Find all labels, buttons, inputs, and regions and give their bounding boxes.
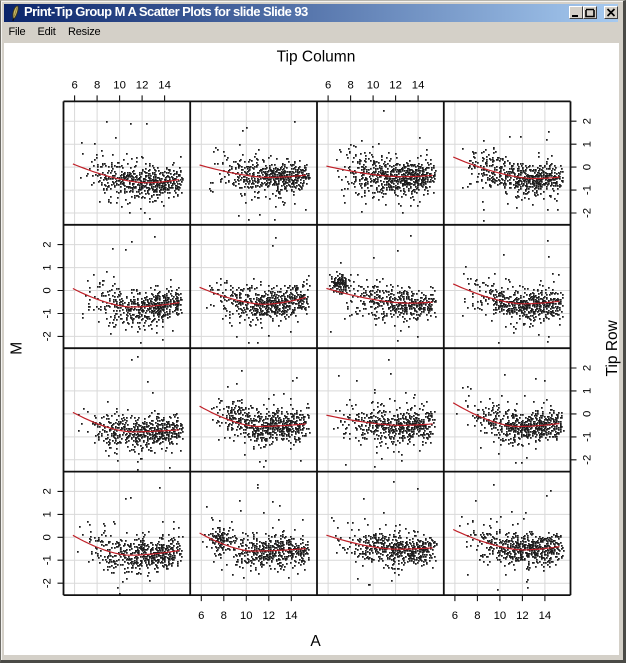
svg-text:6: 6	[71, 80, 77, 92]
svg-text:-1: -1	[582, 432, 594, 442]
svg-text:-1: -1	[42, 308, 54, 318]
svg-text:1: 1	[582, 388, 594, 394]
svg-text:12: 12	[389, 80, 402, 92]
svg-text:M: M	[9, 342, 26, 355]
svg-text:14: 14	[158, 80, 171, 92]
svg-text:8: 8	[347, 80, 353, 92]
svg-text:0: 0	[582, 164, 594, 170]
svg-text:6: 6	[325, 80, 331, 92]
svg-text:-2: -2	[42, 578, 54, 588]
svg-text:Tip Column: Tip Column	[277, 49, 356, 66]
svg-text:10: 10	[367, 80, 380, 92]
svg-text:10: 10	[494, 610, 507, 622]
svg-text:-2: -2	[582, 208, 594, 218]
svg-text:0: 0	[582, 411, 594, 417]
svg-text:10: 10	[240, 610, 253, 622]
svg-text:-2: -2	[42, 331, 54, 341]
svg-text:12: 12	[516, 610, 529, 622]
svg-text:8: 8	[94, 80, 100, 92]
svg-text:A: A	[310, 633, 321, 650]
svg-text:1: 1	[582, 141, 594, 147]
svg-text:2: 2	[42, 488, 54, 494]
svg-text:14: 14	[539, 610, 552, 622]
svg-text:10: 10	[113, 80, 126, 92]
svg-text:6: 6	[452, 610, 458, 622]
svg-text:1: 1	[42, 264, 54, 270]
svg-text:8: 8	[221, 610, 227, 622]
svg-text:12: 12	[136, 80, 149, 92]
svg-text:-1: -1	[42, 555, 54, 565]
svg-text:12: 12	[263, 610, 276, 622]
svg-text:14: 14	[412, 80, 425, 92]
svg-text:0: 0	[42, 534, 54, 540]
svg-text:1: 1	[42, 511, 54, 517]
svg-text:2: 2	[42, 241, 54, 247]
svg-text:8: 8	[474, 610, 480, 622]
svg-text:0: 0	[42, 287, 54, 293]
svg-text:6: 6	[198, 610, 204, 622]
svg-text:2: 2	[582, 365, 594, 371]
svg-text:-1: -1	[582, 185, 594, 195]
svg-text:-2: -2	[582, 455, 594, 465]
svg-text:2: 2	[582, 118, 594, 124]
svg-text:14: 14	[285, 610, 298, 622]
svg-text:Tip Row: Tip Row	[604, 319, 621, 376]
